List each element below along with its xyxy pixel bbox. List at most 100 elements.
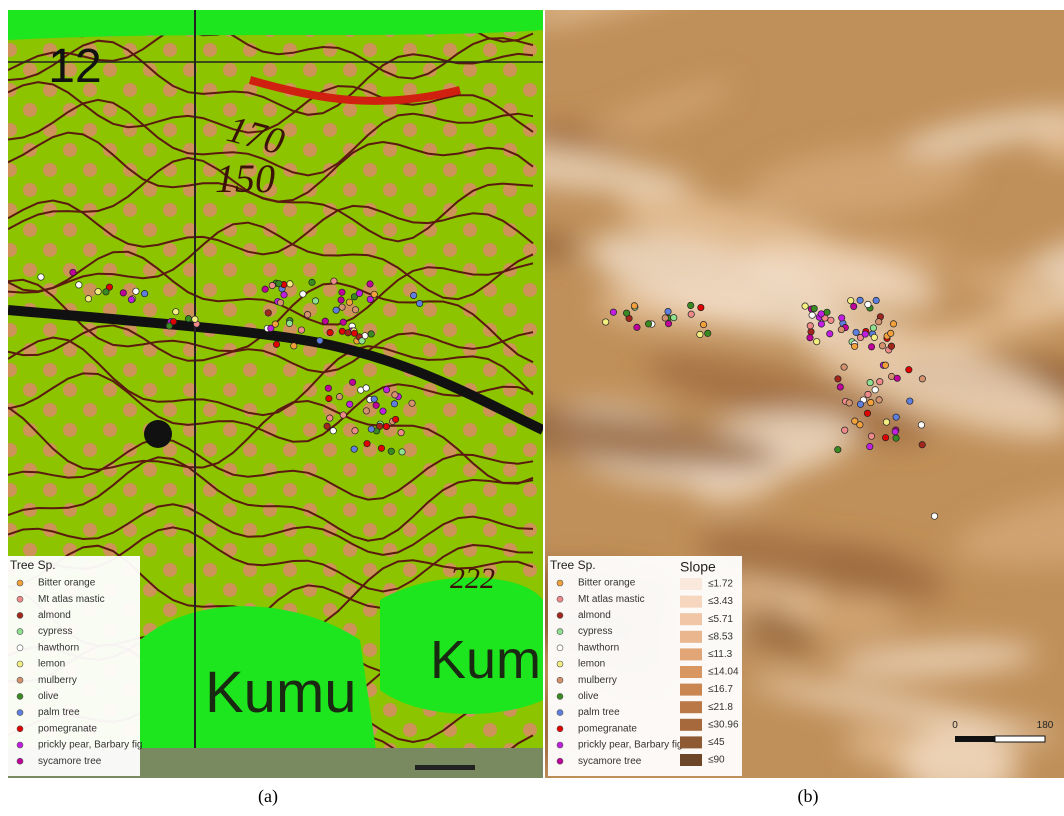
tree-point bbox=[364, 440, 370, 446]
tree-point bbox=[879, 343, 885, 349]
map-label: 12 bbox=[48, 40, 101, 93]
tree-point bbox=[892, 429, 898, 435]
map-label: Kum bbox=[430, 630, 541, 690]
tree-point bbox=[128, 296, 134, 302]
map-label: 150 bbox=[215, 156, 275, 201]
tree-point bbox=[391, 401, 397, 407]
tree-point bbox=[327, 329, 333, 335]
tree-point bbox=[304, 311, 310, 317]
legend-swatch bbox=[680, 648, 702, 660]
tree-point bbox=[868, 399, 874, 405]
legend-label: hawthorn bbox=[578, 642, 619, 653]
legend-marker bbox=[17, 596, 23, 602]
legend-label: ≤14.04 bbox=[708, 667, 739, 678]
tree-point bbox=[368, 426, 374, 432]
legend-label: Bitter orange bbox=[38, 578, 96, 589]
tree-point bbox=[867, 443, 873, 449]
tree-point bbox=[277, 299, 283, 305]
tree-point bbox=[287, 281, 293, 287]
tree-point bbox=[326, 395, 332, 401]
tree-point bbox=[841, 364, 847, 370]
legend-label: olive bbox=[578, 691, 599, 702]
tree-point bbox=[906, 367, 912, 373]
legend-swatch bbox=[680, 596, 702, 608]
tree-point bbox=[336, 393, 342, 399]
tree-point bbox=[623, 310, 629, 316]
tree-point bbox=[281, 292, 287, 298]
tree-point bbox=[322, 318, 328, 324]
tree-point bbox=[338, 297, 344, 303]
tree-point bbox=[376, 423, 382, 429]
legend-label: pomegranate bbox=[578, 723, 637, 734]
legend-swatch bbox=[680, 578, 702, 590]
tree-point bbox=[367, 281, 373, 287]
tree-point bbox=[383, 386, 389, 392]
tree-point bbox=[865, 391, 871, 397]
legend-marker bbox=[557, 710, 563, 716]
tree-point bbox=[185, 316, 191, 322]
legend-label: ≤45 bbox=[708, 737, 725, 748]
tree-point bbox=[919, 442, 925, 448]
legend-label: sycamore tree bbox=[578, 756, 642, 767]
tree-point bbox=[410, 292, 416, 298]
legend-marker bbox=[557, 629, 563, 635]
tree-point bbox=[368, 331, 374, 337]
tree-point bbox=[871, 334, 877, 340]
tree-point bbox=[363, 385, 369, 391]
tree-point bbox=[813, 338, 819, 344]
legend-label: ≤11.3 bbox=[708, 649, 733, 660]
legend-label: ≤1.72 bbox=[708, 579, 733, 590]
legend-label: Bitter orange bbox=[578, 578, 636, 589]
tree-point bbox=[76, 282, 82, 288]
tree-point bbox=[846, 400, 852, 406]
tree-point bbox=[645, 321, 651, 327]
legend-swatch bbox=[680, 666, 702, 678]
tree-point bbox=[907, 398, 913, 404]
tree-point bbox=[862, 331, 868, 337]
tree-point bbox=[388, 448, 394, 454]
tree-point bbox=[70, 269, 76, 275]
tree-point bbox=[882, 434, 888, 440]
legend-swatch bbox=[680, 754, 702, 766]
tree-point bbox=[273, 341, 279, 347]
tree-point bbox=[173, 309, 179, 315]
legend-label: Mt atlas mastic bbox=[38, 594, 105, 605]
legend-label: hawthorn bbox=[38, 642, 79, 653]
legend-label: lemon bbox=[578, 659, 605, 670]
tree-point bbox=[330, 428, 336, 434]
legend-title: Slope bbox=[680, 559, 716, 575]
tree-point bbox=[851, 343, 857, 349]
tree-point bbox=[317, 337, 323, 343]
tree-point bbox=[824, 309, 830, 315]
legend-label: ≤21.8 bbox=[708, 702, 733, 713]
figure: 12 170 150 Kumu Kum 222 Tree Sp.Bitter o… bbox=[0, 0, 1064, 816]
tree-point bbox=[687, 302, 693, 308]
legend-label: pomegranate bbox=[38, 723, 97, 734]
legend-label: lemon bbox=[38, 659, 65, 670]
tree-point bbox=[333, 307, 339, 313]
tree-point bbox=[853, 329, 859, 335]
legend-title: Tree Sp. bbox=[10, 558, 56, 572]
legend-label: prickly pear, Barbary fig bbox=[38, 740, 143, 751]
tree-point bbox=[852, 418, 858, 424]
tree-point bbox=[345, 330, 351, 336]
scale-label: 0 bbox=[952, 720, 958, 731]
legend-marker bbox=[17, 742, 23, 748]
tree-point bbox=[835, 446, 841, 452]
map-label: Kumu bbox=[205, 660, 357, 725]
tree-point bbox=[286, 320, 292, 326]
tree-point bbox=[346, 299, 352, 305]
legend-label: palm tree bbox=[38, 707, 80, 718]
tree-point bbox=[894, 375, 900, 381]
map-label: 222 bbox=[450, 562, 495, 595]
caption: (b) bbox=[798, 786, 819, 807]
tree-point bbox=[688, 311, 694, 317]
tree-point bbox=[671, 314, 677, 320]
tree-point bbox=[398, 429, 404, 435]
legend-label: almond bbox=[38, 610, 71, 621]
tree-point bbox=[327, 415, 333, 421]
tree-point bbox=[324, 423, 330, 429]
legend-label: prickly pear, Barbary fig bbox=[578, 740, 683, 751]
tree-point bbox=[409, 400, 415, 406]
tree-point bbox=[931, 513, 937, 519]
